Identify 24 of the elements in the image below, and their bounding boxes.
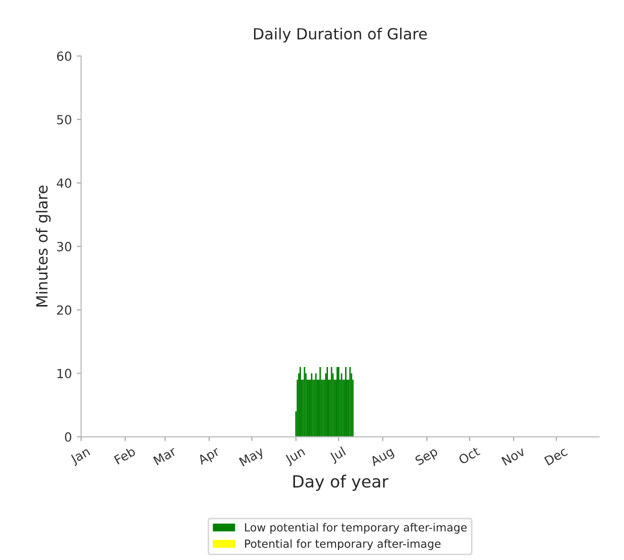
legend-label: Potential for temporary after-image — [245, 539, 441, 550]
x-tick-label: Mar — [153, 446, 178, 466]
x-tick-label: May — [238, 446, 266, 469]
y-tick-label: 0 — [64, 432, 72, 442]
legend-label: Low potential for temporary after-image — [245, 522, 467, 534]
y-tick-label: 30 — [57, 242, 72, 252]
x-tick-label: Apr — [197, 446, 222, 468]
y-axis-title: Minutes of glare — [36, 186, 51, 307]
x-axis-title: Day of year — [293, 474, 388, 491]
x-tick-label: Oct — [458, 446, 480, 465]
x-tick-label: Jul — [328, 446, 348, 464]
y-tick-label: 50 — [57, 114, 72, 124]
x-tick-label: Jan — [69, 446, 92, 466]
y-tick-label: 20 — [57, 305, 72, 315]
x-tick-label: Aug — [369, 446, 396, 468]
x-tick-label: Nov — [501, 446, 526, 466]
x-tick-label: Jun — [284, 446, 306, 466]
y-tick-label: 40 — [56, 178, 72, 188]
y-tick-label: 60 — [57, 51, 72, 61]
x-tick-label: Sep — [414, 446, 440, 468]
x-tick-label: Feb — [114, 446, 136, 465]
y-tick-label: 10 — [58, 368, 72, 378]
chart-title: Daily Duration of Glare — [254, 28, 427, 43]
x-tick-label: Dec — [544, 446, 568, 466]
